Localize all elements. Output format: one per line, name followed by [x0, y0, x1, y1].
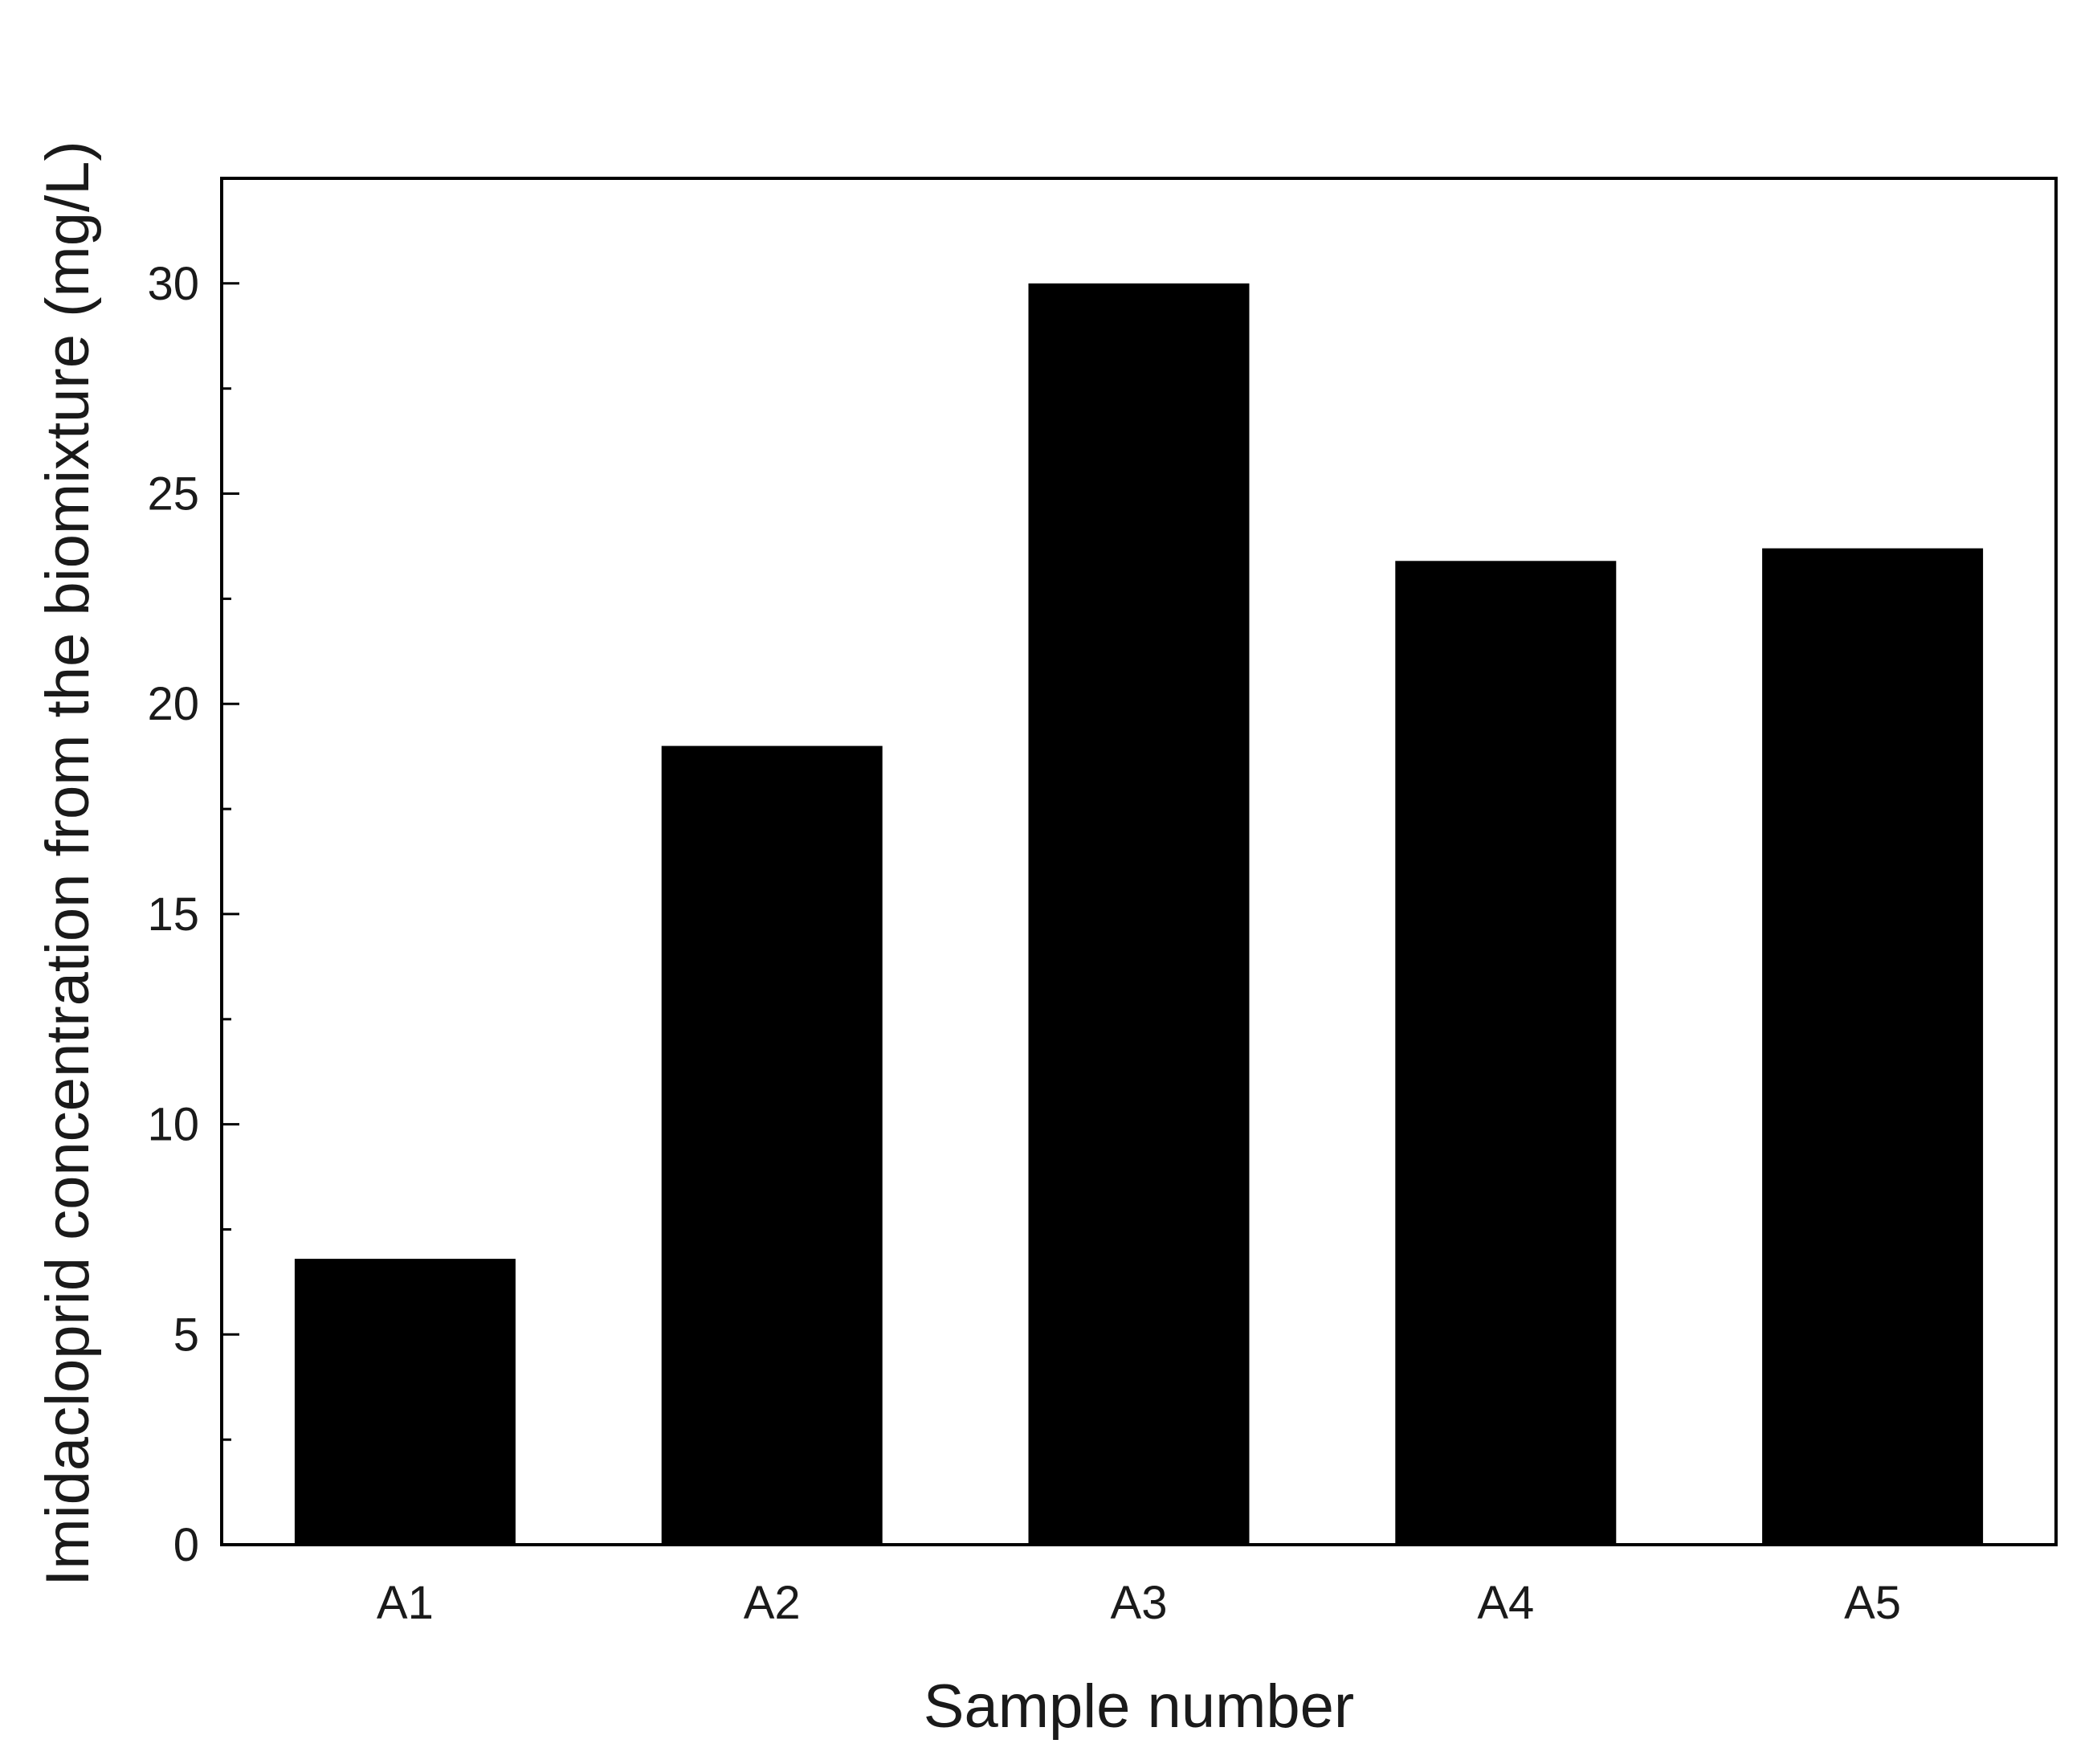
- y-tick-label: 20: [147, 678, 199, 730]
- bar-a3: [1028, 283, 1250, 1545]
- plot-frame: [220, 177, 2058, 1546]
- y-tick-label: 5: [173, 1309, 199, 1361]
- y-axis-label: Imidacloprid concentration from the biom…: [34, 141, 102, 1586]
- x-tick-label: A3: [1111, 1577, 1168, 1629]
- bar-a2: [661, 745, 883, 1545]
- x-tick-label: A1: [377, 1577, 434, 1629]
- x-tick-label: A2: [744, 1577, 801, 1629]
- bar-a1: [294, 1259, 516, 1545]
- x-axis-label: Sample number: [924, 1672, 1355, 1741]
- y-tick-label: 30: [147, 258, 199, 310]
- x-tick-label: A4: [1477, 1577, 1534, 1629]
- y-tick-label: 25: [147, 468, 199, 521]
- bar-a5: [1762, 548, 1984, 1545]
- y-tick-label: 0: [173, 1519, 199, 1571]
- y-tick-label: 10: [147, 1099, 199, 1151]
- tick-labels: A1 A2 A3 A4 A5 0 5 10 15 20 25 30: [147, 258, 1901, 1629]
- x-tick-label: A5: [1844, 1577, 1901, 1629]
- bar-a4: [1395, 561, 1617, 1545]
- bars: [294, 283, 1984, 1545]
- axes: [220, 177, 2058, 1546]
- y-tick-label: 15: [147, 888, 199, 941]
